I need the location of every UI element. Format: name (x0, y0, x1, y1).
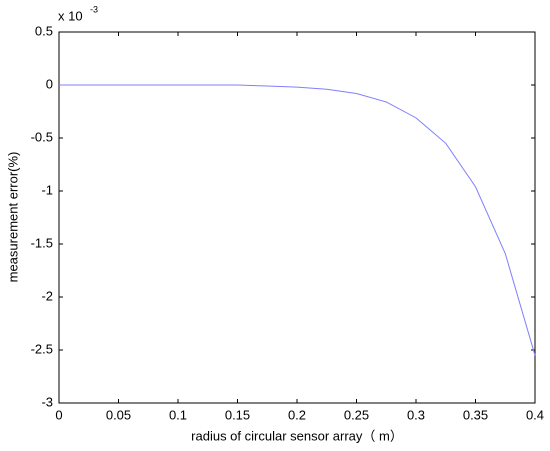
x-axis-label: radius of circular sensor array（ m） (191, 428, 403, 443)
y-multiplier-exponent: -3 (90, 4, 98, 14)
x-tick-label: 0.05 (106, 407, 131, 422)
x-tick-label: 0.3 (407, 407, 425, 422)
x-tick-label: 0.2 (288, 407, 306, 422)
y-tick-label: 0.5 (35, 23, 53, 38)
y-tick-label: -1 (41, 182, 53, 197)
y-tick-label: -2 (41, 288, 53, 303)
x-tick-label: 0 (55, 407, 62, 422)
x-tick-label: 0.1 (169, 407, 187, 422)
y-tick-label: -1.5 (31, 235, 53, 250)
y-tick-label: -0.5 (31, 129, 53, 144)
y-multiplier: x 10 (58, 8, 83, 23)
y-axis-label: measurement error(%) (5, 152, 20, 283)
y-tick-label: -2.5 (31, 341, 53, 356)
x-tick-label: 0.25 (344, 407, 369, 422)
y-tick-label: 0 (46, 76, 53, 91)
x-tick-label: 0.15 (225, 407, 250, 422)
x-tick-label: 0.4 (526, 407, 544, 422)
x-tick-label: 0.35 (463, 407, 488, 422)
data-line (59, 84, 536, 356)
y-tick-label: -3 (41, 394, 53, 409)
